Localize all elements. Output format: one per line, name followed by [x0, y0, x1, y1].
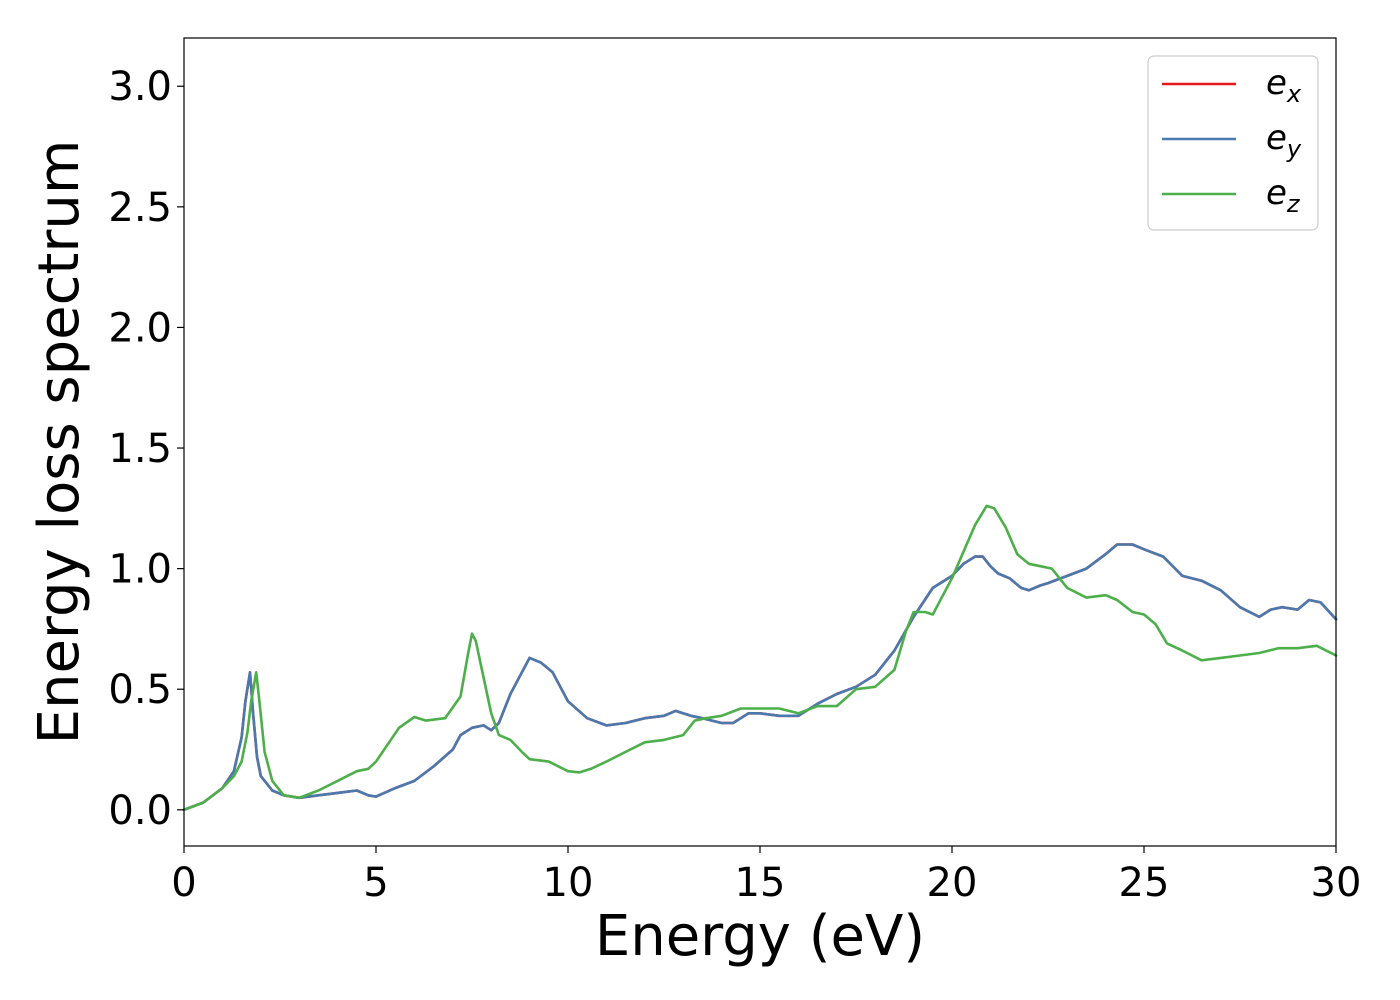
y-tick-label: 0.5	[108, 667, 172, 713]
x-tick-label: 20	[927, 860, 978, 906]
y-axis-ticks: 0.0 0.5 1.0 1.5 2.0 2.5 3.0	[108, 64, 184, 834]
x-axis-title: Energy (eV)	[595, 904, 925, 969]
series-layer	[182, 504, 1338, 812]
x-tick-label: 15	[735, 860, 786, 906]
series-line-z	[182, 504, 1338, 812]
x-tick-label: 30	[1311, 860, 1362, 906]
x-tick-label: 0	[171, 860, 196, 906]
legend-label-y: ey	[1266, 118, 1302, 163]
legend-label-x: ex	[1266, 63, 1302, 108]
y-tick-label: 3.0	[108, 64, 172, 110]
x-tick-label: 25	[1119, 860, 1170, 906]
y-tick-label: 1.5	[108, 426, 172, 472]
legend: ex ey ez	[1147, 55, 1319, 231]
legend-box	[1147, 55, 1319, 231]
y-tick-label: 2.5	[108, 185, 172, 231]
y-tick-label: 2.0	[108, 305, 172, 351]
x-axis-ticks: 0 5 10 15 20 25 30	[171, 846, 1361, 906]
legend-label-z: ez	[1266, 173, 1301, 218]
y-tick-label: 1.0	[108, 547, 172, 593]
y-tick-label: 0.0	[108, 788, 172, 834]
y-axis-title: Energy loss spectrum	[27, 140, 92, 745]
x-tick-label: 10	[543, 860, 594, 906]
x-tick-label: 5	[363, 860, 388, 906]
series-line-y	[182, 543, 1338, 812]
